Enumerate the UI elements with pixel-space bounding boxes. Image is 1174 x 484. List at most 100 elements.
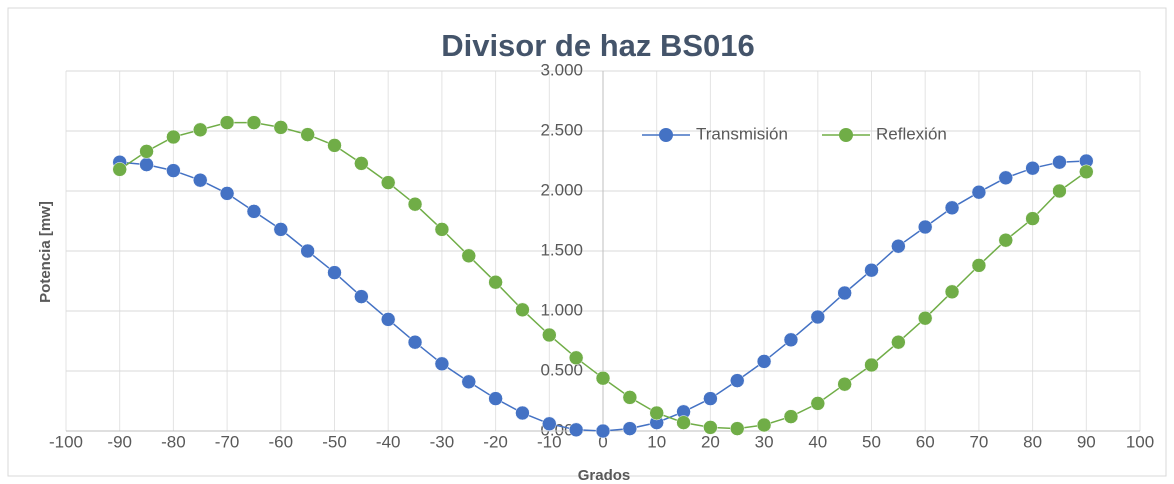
data-point bbox=[676, 415, 691, 430]
chart-title: Divisor de haz BS016 bbox=[441, 28, 755, 63]
data-point bbox=[756, 417, 772, 433]
data-point bbox=[542, 327, 557, 343]
data-point bbox=[300, 127, 315, 142]
data-point bbox=[971, 184, 987, 200]
x-tick-label: -70 bbox=[215, 432, 240, 451]
y-tick-label: 2.000 bbox=[540, 180, 583, 199]
data-point bbox=[112, 162, 127, 177]
data-point bbox=[944, 200, 960, 216]
data-point bbox=[193, 122, 208, 138]
y-tick-label: 0.500 bbox=[540, 360, 583, 379]
x-tick-label: -50 bbox=[322, 432, 347, 451]
x-tick-label: -30 bbox=[430, 432, 455, 451]
data-point bbox=[273, 120, 289, 135]
data-point bbox=[1025, 211, 1040, 226]
data-point bbox=[380, 175, 396, 190]
data-point bbox=[703, 420, 718, 435]
data-point bbox=[434, 356, 450, 372]
y-tick-label: 1.000 bbox=[540, 300, 583, 319]
data-point bbox=[864, 357, 879, 373]
data-point bbox=[917, 219, 933, 235]
y-tick-label: 3.000 bbox=[540, 60, 583, 79]
data-point bbox=[407, 334, 423, 350]
y-axis-title: Potencia [mw] bbox=[37, 201, 54, 303]
data-point bbox=[139, 157, 154, 172]
data-point bbox=[327, 138, 342, 153]
data-point bbox=[756, 354, 772, 369]
x-tick-label: 30 bbox=[755, 432, 774, 451]
x-tick-label: -60 bbox=[269, 432, 294, 451]
data-point bbox=[354, 156, 369, 171]
data-point bbox=[1025, 160, 1040, 176]
data-point bbox=[783, 409, 799, 424]
data-point bbox=[246, 115, 262, 130]
data-point bbox=[971, 258, 987, 273]
data-point bbox=[891, 334, 906, 350]
legend-marker bbox=[659, 128, 673, 142]
data-point bbox=[837, 376, 852, 392]
data-point bbox=[300, 243, 315, 259]
data-point bbox=[515, 302, 530, 318]
data-point bbox=[810, 396, 826, 411]
legend-label: Reflexión bbox=[876, 124, 947, 143]
data-point bbox=[461, 374, 476, 390]
data-point bbox=[434, 222, 450, 237]
x-tick-label: -80 bbox=[161, 432, 186, 451]
data-point bbox=[810, 309, 826, 325]
data-point bbox=[998, 170, 1013, 186]
data-point bbox=[246, 204, 262, 219]
data-point bbox=[703, 391, 718, 406]
data-point bbox=[730, 373, 745, 388]
data-point bbox=[354, 289, 369, 304]
data-point bbox=[461, 248, 476, 264]
x-tick-label: 70 bbox=[969, 432, 988, 451]
data-point bbox=[139, 144, 154, 159]
data-point bbox=[1079, 164, 1094, 180]
data-point bbox=[944, 284, 960, 300]
x-tick-label: 0 bbox=[598, 432, 607, 451]
data-point bbox=[595, 370, 611, 386]
data-point bbox=[193, 172, 208, 188]
data-point bbox=[649, 405, 664, 421]
data-point bbox=[1052, 154, 1067, 170]
data-point bbox=[380, 312, 396, 327]
data-point bbox=[864, 262, 879, 278]
legend-marker bbox=[839, 128, 853, 142]
data-point bbox=[488, 274, 503, 290]
x-tick-label: 80 bbox=[1023, 432, 1042, 451]
data-point bbox=[730, 421, 745, 436]
data-point bbox=[219, 115, 235, 130]
data-point bbox=[542, 416, 557, 432]
data-point bbox=[1052, 183, 1067, 199]
legend-label: Transmisión bbox=[696, 124, 788, 143]
data-point bbox=[622, 390, 638, 405]
x-tick-label: -10 bbox=[537, 432, 562, 451]
data-point bbox=[891, 238, 906, 254]
x-tick-label: -20 bbox=[483, 432, 508, 451]
x-tick-label: 20 bbox=[701, 432, 720, 451]
x-tick-label: 60 bbox=[916, 432, 935, 451]
data-point bbox=[488, 391, 503, 406]
data-point bbox=[568, 350, 584, 366]
data-point bbox=[622, 421, 638, 436]
x-axis-title: Grados bbox=[578, 467, 631, 484]
x-tick-label: 50 bbox=[862, 432, 881, 451]
data-point bbox=[166, 163, 181, 178]
x-tick-label: -100 bbox=[49, 432, 83, 451]
chart-frame bbox=[7, 7, 1167, 477]
x-tick-label: 40 bbox=[808, 432, 827, 451]
data-point bbox=[568, 422, 584, 438]
x-tick-label: 10 bbox=[647, 432, 666, 451]
data-point bbox=[917, 310, 933, 326]
y-tick-label: 2.500 bbox=[540, 120, 583, 139]
data-point bbox=[783, 332, 799, 348]
data-point bbox=[515, 405, 530, 421]
data-point bbox=[166, 129, 181, 145]
x-tick-label: -90 bbox=[107, 432, 132, 451]
data-point bbox=[273, 222, 289, 237]
x-tick-label: 100 bbox=[1126, 432, 1154, 451]
y-tick-label: 1.500 bbox=[540, 240, 583, 259]
data-point bbox=[407, 196, 423, 212]
data-point bbox=[837, 285, 852, 301]
